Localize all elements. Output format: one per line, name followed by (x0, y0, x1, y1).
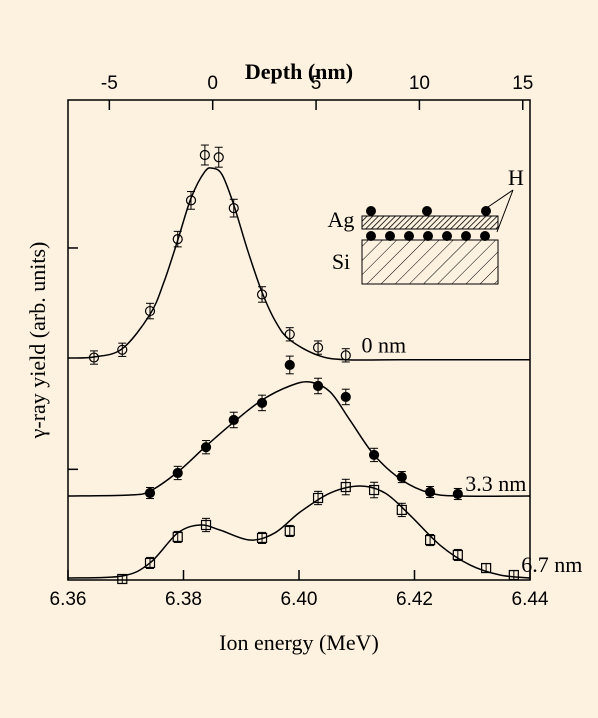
series-label: 6.7 nm (521, 552, 582, 577)
marker (284, 525, 295, 537)
x-tick-label: 6.44 (512, 589, 549, 610)
ag-layer (361, 215, 499, 230)
series-label: 0 nm (361, 332, 406, 357)
x-tick-label: 6.38 (165, 589, 202, 610)
marker (144, 557, 156, 569)
series (67, 381, 531, 497)
x-axis-title: Ion energy (MeV) (219, 630, 379, 655)
x2-tick-label: 15 (512, 73, 533, 94)
marker (340, 391, 351, 403)
plot-frame (67, 99, 531, 581)
marker (117, 573, 128, 585)
marker (213, 152, 224, 163)
x-tick-label: 6.42 (396, 589, 433, 610)
marker (117, 344, 128, 355)
marker (452, 488, 463, 500)
inset-label: Si (332, 249, 350, 274)
series (67, 485, 531, 579)
x-tick-label: 6.40 (281, 589, 318, 610)
fit-line (67, 167, 530, 361)
marker (172, 234, 183, 245)
inset-label: H (508, 165, 524, 190)
x2-tick-label: 0 (207, 73, 218, 94)
x2-tick-label: 5 (311, 73, 322, 94)
si-substrate (361, 239, 499, 285)
arrow (487, 189, 514, 208)
fit-line (67, 381, 531, 497)
marker (256, 289, 268, 300)
marker (508, 569, 519, 581)
x-tick-label: 6.36 (50, 589, 87, 610)
series-label: 3.3 nm (465, 471, 526, 496)
series: 3.3 nm (144, 355, 526, 501)
marker (396, 504, 407, 516)
error-bar (285, 524, 294, 538)
marker (284, 359, 295, 371)
marker (284, 329, 295, 340)
inset: Ag Si H (328, 165, 524, 285)
error-bar (509, 570, 518, 580)
marker (256, 532, 268, 544)
x2-tick-label: 10 (409, 73, 430, 94)
hydrogen-atoms (366, 206, 491, 241)
series: 0 nm (88, 144, 406, 365)
y-axis-title: γ-ray yield (arb. units) (25, 242, 50, 440)
fit-line (67, 485, 531, 579)
marker (199, 149, 210, 161)
marker (312, 492, 324, 504)
series (67, 167, 530, 361)
x2-axis-title: Depth (nm) (245, 59, 353, 84)
arrow (496, 189, 514, 233)
marker (228, 414, 239, 426)
error-bar (370, 481, 379, 499)
marker (312, 342, 324, 353)
marker (481, 562, 492, 574)
x2-tick-label: -5 (101, 73, 118, 94)
marker (185, 195, 197, 206)
error-bar (214, 146, 223, 168)
error-bar (146, 302, 155, 320)
error-bar (200, 144, 209, 166)
inset-label: Ag (328, 207, 355, 232)
